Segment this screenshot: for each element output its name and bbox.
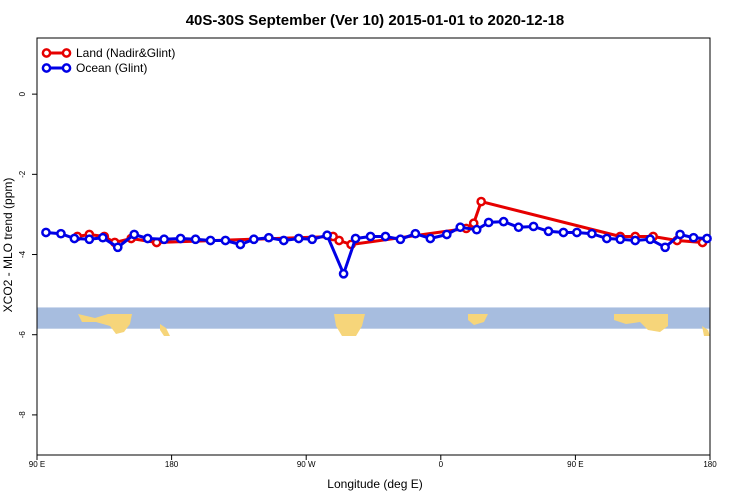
legend-marker-land bbox=[61, 48, 72, 58]
y-tick-label: -4 bbox=[18, 250, 27, 258]
data-point-ocean bbox=[543, 226, 554, 237]
legend-marker-land bbox=[41, 48, 52, 58]
x-tick-label: 90 W bbox=[297, 460, 316, 469]
data-point-ocean bbox=[84, 234, 95, 245]
x-tick-label: 180 bbox=[703, 460, 717, 469]
data-point-ocean bbox=[513, 222, 524, 233]
map-land-south-america bbox=[334, 314, 365, 336]
map-land-australia-1 bbox=[78, 314, 132, 334]
data-point-ocean bbox=[175, 233, 186, 244]
data-point-ocean bbox=[395, 234, 406, 245]
chart-title: 40S-30S September (Ver 10) 2015-01-01 to… bbox=[186, 12, 565, 29]
series-layer bbox=[41, 196, 712, 279]
data-point-ocean bbox=[235, 239, 246, 250]
y-tick-label: 0 bbox=[18, 91, 27, 96]
data-point-ocean bbox=[572, 227, 582, 238]
y-tick-label: -2 bbox=[18, 170, 27, 178]
data-point-ocean bbox=[220, 235, 231, 246]
data-point-ocean bbox=[159, 234, 169, 245]
data-point-ocean bbox=[410, 228, 421, 239]
data-point-ocean bbox=[498, 216, 509, 227]
x-tick-label: 180 bbox=[165, 460, 179, 469]
data-point-ocean bbox=[56, 228, 66, 239]
data-point-ocean bbox=[142, 233, 153, 244]
data-point-ocean bbox=[322, 230, 332, 241]
data-point-ocean bbox=[688, 232, 699, 243]
y-axis-label: XCO2 - MLO trend (ppm) bbox=[1, 178, 15, 313]
data-point-ocean bbox=[112, 242, 123, 253]
data-point-ocean bbox=[558, 227, 569, 238]
y-tick-label: -6 bbox=[18, 331, 27, 339]
data-point-ocean bbox=[471, 224, 482, 235]
data-point-ocean bbox=[41, 227, 51, 238]
data-point-ocean bbox=[630, 235, 641, 246]
data-point-ocean bbox=[293, 233, 304, 244]
data-point-ocean bbox=[660, 242, 670, 253]
data-point-land bbox=[334, 235, 344, 246]
data-point-ocean bbox=[380, 231, 391, 242]
data-point-ocean bbox=[205, 235, 216, 246]
data-point-ocean bbox=[702, 233, 712, 244]
data-point-ocean bbox=[425, 233, 436, 244]
plot-frame bbox=[36, 37, 711, 456]
x-axis-label: Longitude (deg E) bbox=[327, 477, 422, 491]
data-point-ocean bbox=[307, 234, 318, 245]
map-strip bbox=[37, 307, 710, 336]
data-point-ocean bbox=[455, 222, 466, 233]
data-point-ocean bbox=[249, 234, 259, 245]
x-tick-label: 90 E bbox=[29, 460, 45, 469]
map-land-nz bbox=[160, 324, 170, 336]
x-tick-label: 90 E bbox=[567, 460, 583, 469]
data-point-ocean bbox=[365, 231, 376, 242]
data-point-ocean bbox=[69, 233, 80, 244]
y-axis: XCO2 - MLO trend (ppm) 0 -2 -4 -6 -8 bbox=[1, 91, 37, 418]
data-point-ocean bbox=[338, 268, 349, 279]
data-point-ocean bbox=[587, 228, 597, 239]
data-point-ocean bbox=[278, 235, 289, 246]
y-tick-label: -8 bbox=[18, 411, 27, 419]
data-point-ocean bbox=[350, 233, 361, 244]
legend-label-land: Land (Nadir&Glint) bbox=[76, 46, 175, 60]
data-point-ocean bbox=[601, 233, 612, 244]
map-land-australia-2 bbox=[614, 314, 668, 332]
data-point-land bbox=[476, 196, 487, 207]
data-point-ocean bbox=[129, 229, 140, 240]
x-tick-label: 0 bbox=[439, 460, 444, 469]
data-point-ocean bbox=[528, 221, 539, 232]
data-point-ocean bbox=[263, 232, 274, 243]
map-land-africa bbox=[468, 314, 488, 325]
series-line-ocean bbox=[45, 220, 708, 276]
legend-marker-ocean bbox=[61, 63, 72, 73]
x-axis: Longitude (deg E) 90 E 180 90 W 0 90 E 180 bbox=[29, 455, 717, 491]
legend-label-ocean: Ocean (Glint) bbox=[76, 61, 147, 75]
data-point-ocean bbox=[675, 229, 685, 240]
data-point-ocean bbox=[97, 232, 108, 243]
legend-marker-ocean bbox=[41, 63, 52, 73]
data-point-ocean bbox=[483, 217, 494, 228]
data-point-ocean bbox=[645, 234, 656, 245]
map-ocean bbox=[37, 307, 710, 329]
map-land-nz-2 bbox=[702, 326, 710, 336]
legend: Land (Nadir&Glint)Ocean (Glint) bbox=[41, 46, 175, 75]
data-point-ocean bbox=[441, 229, 452, 240]
data-point-ocean bbox=[190, 234, 201, 245]
data-point-ocean bbox=[615, 234, 626, 245]
